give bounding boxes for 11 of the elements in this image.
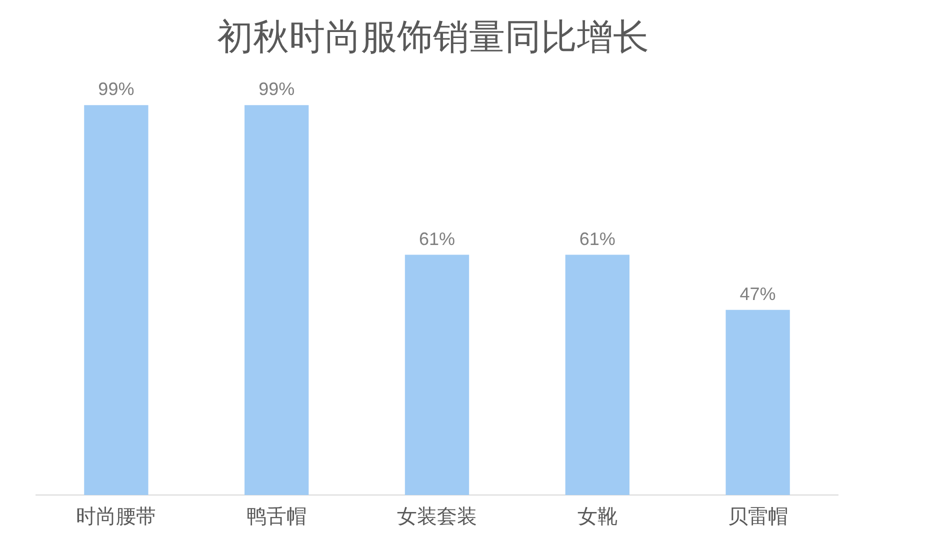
x-tick-label: 时尚腰带 bbox=[76, 504, 156, 528]
data-label: 61% bbox=[579, 228, 616, 249]
x-tick-label: 女装套装 bbox=[397, 504, 477, 528]
data-label: 99% bbox=[98, 79, 134, 100]
x-tick-label: 女靴 bbox=[577, 504, 618, 528]
data-label: 61% bbox=[418, 228, 456, 249]
x-tick-label: 贝雷帽 bbox=[728, 504, 788, 528]
data-label: 47% bbox=[740, 284, 776, 304]
chart-title: 初秋时尚服饰销量同比增长 bbox=[217, 16, 649, 58]
x-tick-label: 鸭舌帽 bbox=[246, 504, 307, 528]
data-label: 99% bbox=[258, 79, 295, 100]
